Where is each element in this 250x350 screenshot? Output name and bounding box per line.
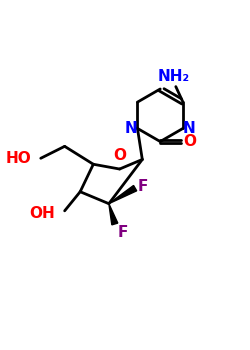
Text: HO: HO: [6, 151, 31, 166]
Text: F: F: [117, 225, 128, 240]
Text: O: O: [183, 134, 196, 149]
Polygon shape: [109, 186, 137, 204]
Text: NH₂: NH₂: [157, 69, 190, 84]
Text: O: O: [113, 148, 126, 163]
Text: OH: OH: [29, 206, 55, 221]
Polygon shape: [109, 204, 118, 225]
Text: N: N: [125, 121, 138, 136]
Text: N: N: [182, 121, 195, 136]
Text: F: F: [138, 179, 148, 194]
